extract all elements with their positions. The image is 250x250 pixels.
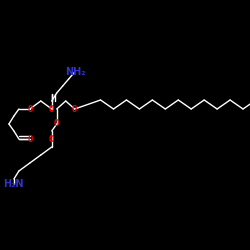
Text: O: O [72,104,77,114]
Text: O: O [49,104,54,114]
Text: O: O [54,120,60,128]
Text: O: O [27,134,32,143]
Text: H₂N: H₂N [3,179,23,189]
Text: NH₂: NH₂ [66,67,86,77]
Text: O: O [49,134,54,143]
Text: O: O [27,104,32,114]
